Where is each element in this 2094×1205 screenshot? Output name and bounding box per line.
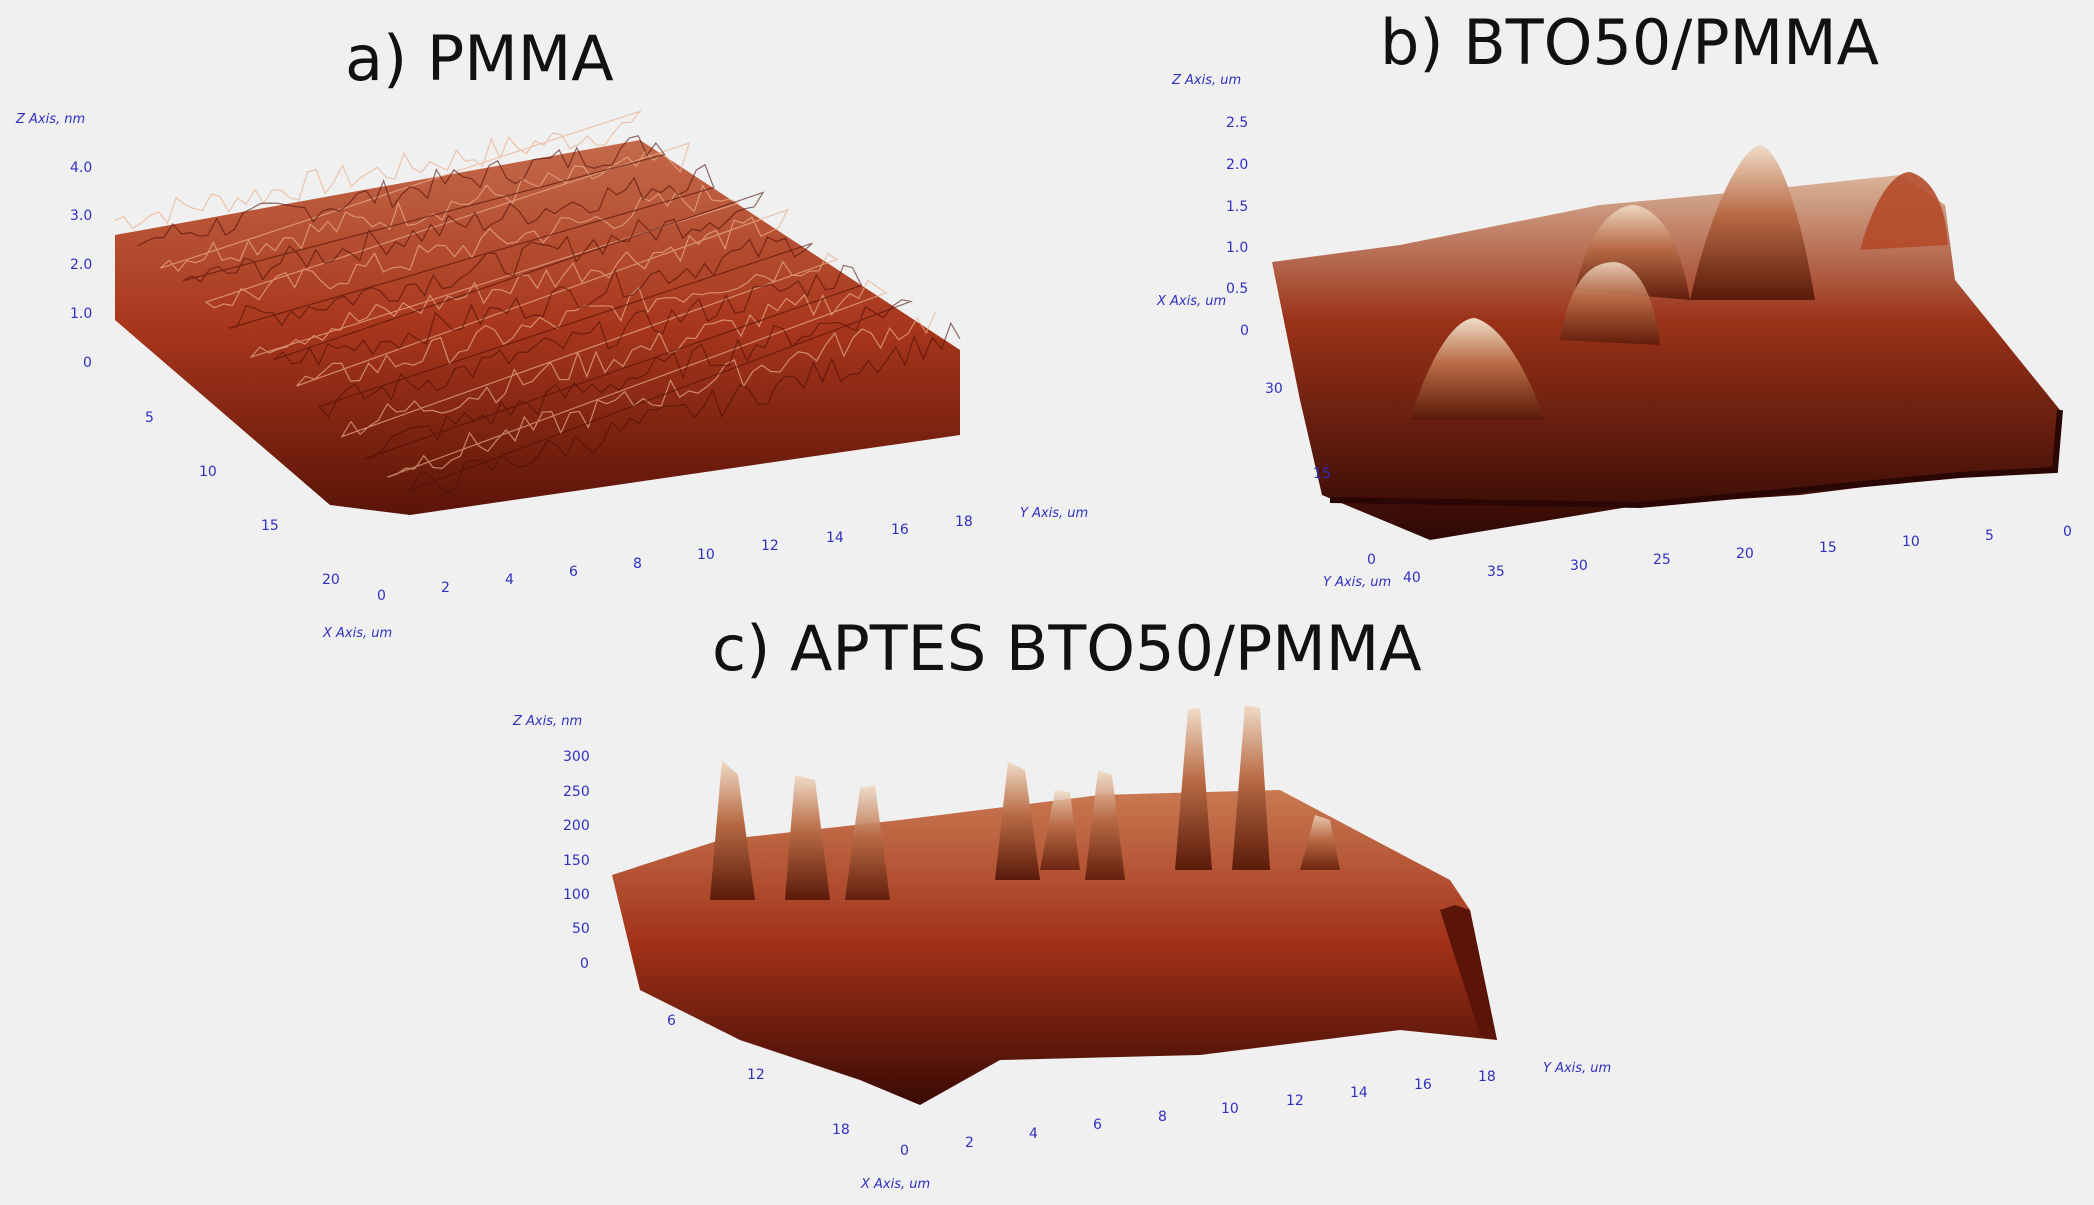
panel-b-y-tick: 30 <box>1570 558 1588 574</box>
panel-b-y-tick: 10 <box>1902 534 1920 550</box>
panel-a-z-tick: 3.0 <box>70 208 93 224</box>
surface-b <box>1272 145 2063 540</box>
panel-a-y-tick: 18 <box>955 514 973 530</box>
surface-a <box>114 110 961 515</box>
panel-c-z-tick: 100 <box>563 887 590 903</box>
panel-b-y-tick: 5 <box>1985 528 1994 544</box>
panel-b-z-tick: 0.5 <box>1226 281 1249 297</box>
panel-b-x-axis-label: X Axis, um <box>1157 294 1227 309</box>
panel-c-y-tick: 16 <box>1414 1077 1432 1093</box>
panel-a-x-axis-label: X Axis, um <box>323 626 393 641</box>
panel-b-y-tick: 35 <box>1487 564 1505 580</box>
panel-c-y-tick: 4 <box>1029 1126 1038 1142</box>
surface-c <box>612 705 1497 1105</box>
panel-a-x-tick: 20 <box>322 572 340 588</box>
panel-a-y-tick: 12 <box>761 538 779 554</box>
panel-b-y-tick: 40 <box>1403 570 1421 586</box>
panel-a-z-tick: 0 <box>83 355 92 371</box>
panel-a-title: a) PMMA <box>345 22 614 95</box>
panel-a-z-tick: 1.0 <box>70 306 93 322</box>
panel-c-x-axis-label: X Axis, um <box>861 1177 931 1192</box>
panel-c-z-axis-label: Z Axis, nm <box>513 714 583 729</box>
panel-b-z-tick: 1.0 <box>1226 240 1249 256</box>
panel-c-y-axis-label: Y Axis, um <box>1543 1061 1612 1076</box>
panel-a-y-tick: 4 <box>505 572 514 588</box>
panel-a-x-tick: 5 <box>145 410 154 426</box>
panel-b-title: b) BTO50/PMMA <box>1380 6 1880 79</box>
panel-a-x-tick: 10 <box>199 464 217 480</box>
panel-a-y-tick: 6 <box>569 564 578 580</box>
panel-c-y-tick: 0 <box>900 1143 909 1159</box>
panel-b-y-tick: 25 <box>1653 552 1671 568</box>
panel-a-z-tick: 2.0 <box>70 257 93 273</box>
panel-b-x-tick: 30 <box>1265 381 1283 397</box>
panel-c-y-tick: 14 <box>1350 1085 1368 1101</box>
panel-c-x-tick: 6 <box>667 1013 676 1029</box>
panel-b-z-tick: 1.5 <box>1226 199 1249 215</box>
panel-b-z-tick: 2.0 <box>1226 157 1249 173</box>
panel-a-y-axis-label: Y Axis, um <box>1020 506 1089 521</box>
panel-a-y-tick: 2 <box>441 580 450 596</box>
panel-c-title: c) APTES BTO50/PMMA <box>712 612 1422 685</box>
panel-a-x-tick: 15 <box>261 518 279 534</box>
panel-c-y-tick: 12 <box>1286 1093 1304 1109</box>
panel-c-y-tick: 8 <box>1158 1109 1167 1125</box>
panel-c-z-tick: 250 <box>563 784 590 800</box>
panel-b-y-tick: 20 <box>1736 546 1754 562</box>
panel-b-z-axis-label: Z Axis, um <box>1172 73 1242 88</box>
panel-c-y-tick: 18 <box>1478 1069 1496 1085</box>
panel-c-y-tick: 10 <box>1221 1101 1239 1117</box>
panel-c-z-tick: 300 <box>563 749 590 765</box>
panel-a-y-tick: 14 <box>826 530 844 546</box>
panel-c-y-tick: 2 <box>965 1135 974 1151</box>
panel-b-x-tick: 15 <box>1313 466 1331 482</box>
panel-c-z-tick: 200 <box>563 818 590 834</box>
panel-a-y-tick: 8 <box>633 556 642 572</box>
panel-c-z-tick: 0 <box>580 956 589 972</box>
panel-a-z-tick: 4.0 <box>70 160 93 176</box>
panel-c-y-tick: 6 <box>1093 1117 1102 1133</box>
panel-b-y-tick: 0 <box>2063 524 2072 540</box>
panel-c-z-tick: 150 <box>563 853 590 869</box>
panel-b-z-tick: 2.5 <box>1226 115 1249 131</box>
panel-b-y-tick: 15 <box>1819 540 1837 556</box>
panel-b-x-tick: 0 <box>1367 552 1376 568</box>
panel-b-y-axis-label: Y Axis, um <box>1323 575 1392 590</box>
panel-a-y-tick: 16 <box>891 522 909 538</box>
panel-a-z-axis-label: Z Axis, nm <box>16 112 86 127</box>
panel-a-y-tick: 0 <box>377 588 386 604</box>
panel-c-x-tick: 18 <box>832 1122 850 1138</box>
panel-c-x-tick: 12 <box>747 1067 765 1083</box>
panel-b-z-tick: 0 <box>1240 323 1249 339</box>
panel-a-y-tick: 10 <box>697 547 715 563</box>
panel-c-z-tick: 50 <box>572 921 590 937</box>
